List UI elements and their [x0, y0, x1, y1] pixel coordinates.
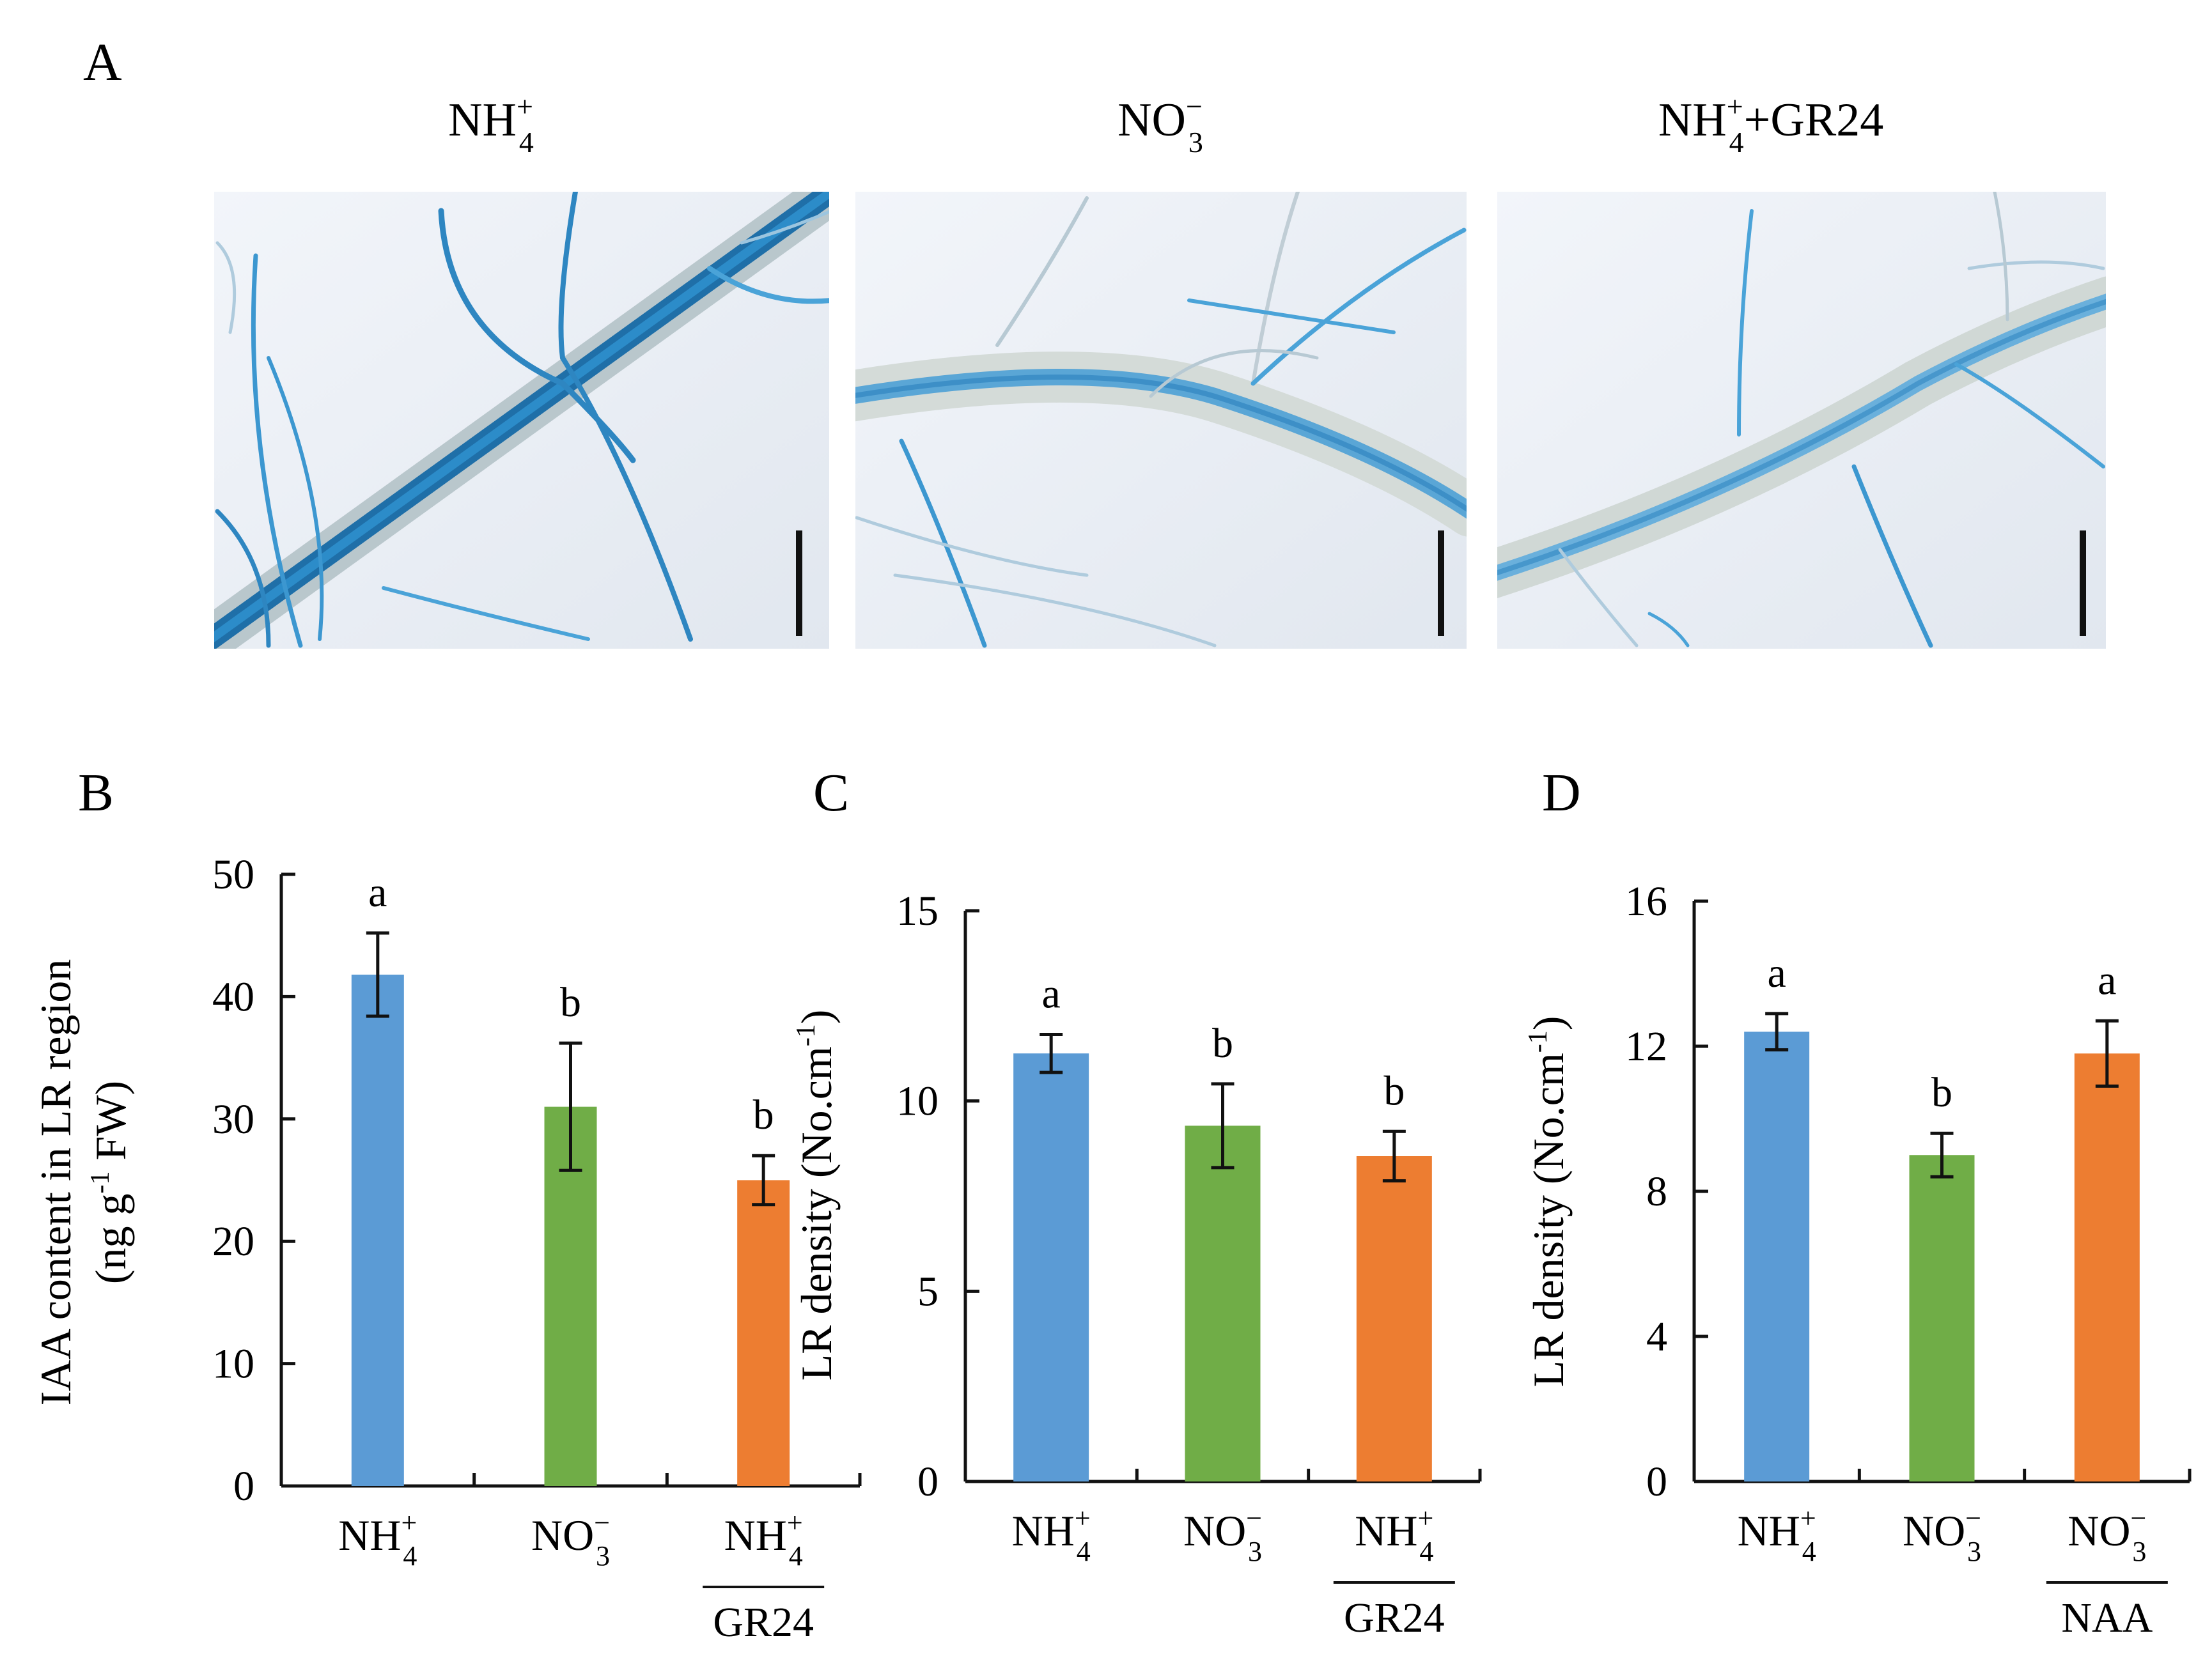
treatment-label: NAA: [2061, 1595, 2153, 1641]
photo-title-2: NO− 3: [1118, 90, 1203, 159]
y-tick-label: 40: [212, 973, 254, 1020]
x-tick-label: NH+ 4: [338, 1507, 417, 1572]
bar-2: [1909, 1155, 1975, 1481]
x-tick-label: NO− 3: [2068, 1503, 2146, 1567]
panel-letter-d: D: [1542, 763, 1581, 823]
panel-letter-c: C: [813, 763, 849, 823]
y-axis-label-line1: IAA content in LR region: [31, 959, 80, 1406]
photo-title-1: NH+ 4: [448, 90, 534, 159]
y-axis-label-line2: (ng g-1 FW): [86, 1081, 135, 1284]
y-tick-label: 16: [1625, 878, 1667, 925]
y-tick-label: 5: [917, 1268, 939, 1315]
bar-1: [1013, 1053, 1089, 1481]
y-tick-label: 0: [1646, 1458, 1667, 1505]
significance-letter: a: [2098, 957, 2116, 1003]
y-axis-label-text: LR density (No.cm-1): [1523, 1016, 1573, 1388]
chart-lr-density-gr24: 0 5 10 15 a NH+ 4 b NO− 3 b NH+ 4 GR24 LR density (No.…: [791, 888, 1482, 1641]
significance-letter: b: [753, 1092, 774, 1138]
bar-3: [1356, 1156, 1432, 1481]
significance-letter: b: [1212, 1020, 1233, 1067]
panel-letter-b: B: [78, 763, 114, 823]
significance-letter: a: [1768, 950, 1786, 996]
bar-2: [1185, 1125, 1261, 1481]
y-tick-label: 0: [917, 1458, 939, 1505]
y-tick-label: 15: [896, 888, 939, 934]
significance-letter: b: [1383, 1067, 1405, 1114]
significance-letter: a: [368, 869, 387, 916]
y-tick-label: 30: [212, 1096, 254, 1143]
significance-letter: b: [1931, 1069, 1952, 1116]
treatment-label: GR24: [713, 1599, 814, 1646]
chart-lr-density-naa: 0 4 8 12 16 a NH+ 4 b NO− 3 a NO− 3 NAA LR density (No.…: [1523, 878, 2192, 1641]
y-axis-label: IAA content in LR region (ng g-1 FW): [31, 959, 135, 1406]
y-tick-label: 12: [1625, 1023, 1667, 1070]
x-tick-label: NH+ 4: [1355, 1503, 1433, 1567]
root-photo-no3: [855, 192, 1467, 649]
bar-3: [2074, 1053, 2140, 1481]
x-tick-label: NO− 3: [1903, 1503, 1981, 1567]
root-photo-nh4: [214, 192, 829, 649]
y-axis-label-text: LR density (No.cm-1): [791, 1010, 841, 1381]
x-tick-label: NH+ 4: [1012, 1503, 1091, 1567]
bar-1: [1744, 1032, 1810, 1481]
y-axis-label: LR density (No.cm-1): [791, 1010, 841, 1381]
significance-letter: a: [1042, 970, 1061, 1017]
x-tick-label: NH+ 4: [1738, 1503, 1816, 1567]
x-tick-label: NO− 3: [1183, 1503, 1262, 1567]
y-tick-label: 0: [233, 1463, 254, 1510]
y-tick-label: 10: [896, 1078, 939, 1125]
y-tick-label: 10: [212, 1341, 254, 1388]
bar-1: [351, 974, 404, 1486]
significance-letter: b: [560, 979, 581, 1026]
treatment-label: GR24: [1344, 1595, 1445, 1641]
y-tick-label: 4: [1646, 1313, 1667, 1360]
y-tick-label: 8: [1646, 1168, 1667, 1215]
panel-letter-a: A: [83, 33, 122, 92]
chart-iaa-content: 0 10 20 30 40 50 a NH+ 4 b NO− 3 b NH+ 4 GR24 IAA conten…: [31, 851, 862, 1646]
y-tick-label: 20: [212, 1218, 254, 1265]
photo-title-3: NH+ 4+GR24: [1658, 90, 1883, 159]
root-photo-nh4-gr24: [1497, 192, 2106, 649]
y-axis-label: LR density (No.cm-1): [1523, 1016, 1573, 1388]
bar-3: [737, 1180, 790, 1486]
x-tick-label: NO− 3: [531, 1507, 610, 1572]
x-tick-label: NH+ 4: [724, 1507, 803, 1572]
y-tick-label: 50: [212, 851, 254, 898]
